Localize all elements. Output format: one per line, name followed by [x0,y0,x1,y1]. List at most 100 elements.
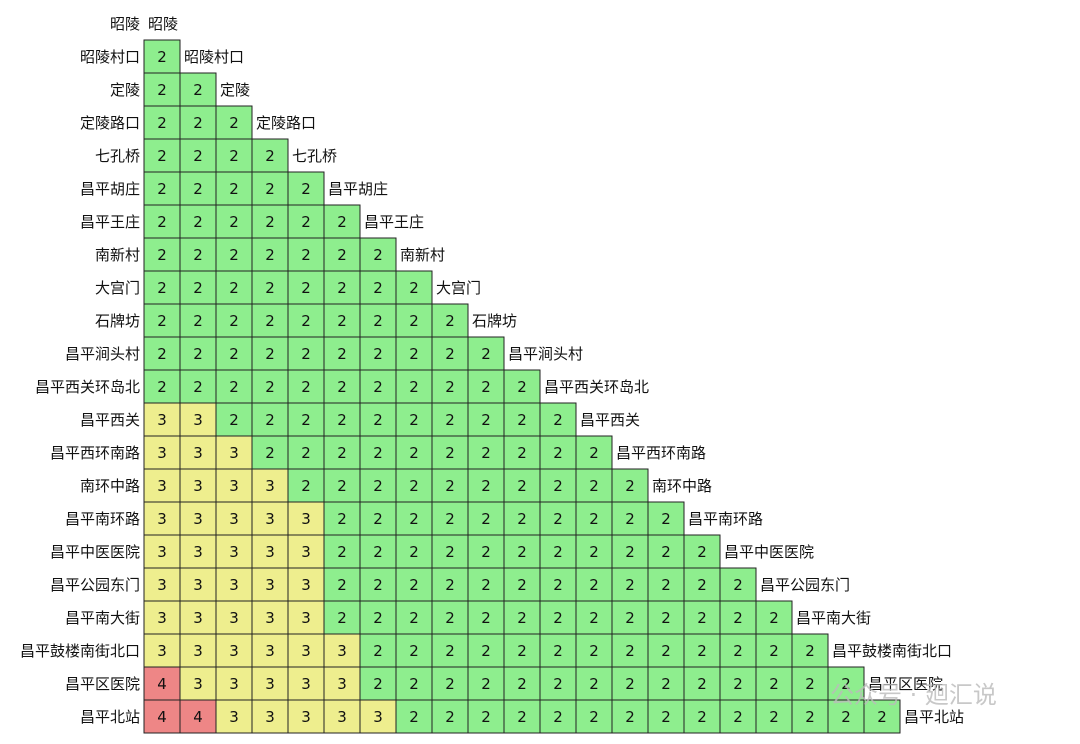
fare-cell [179,72,217,107]
fare-value: 2 [157,378,167,396]
fare-cell [359,237,397,272]
fare-value: 2 [193,312,203,330]
fare-cell [503,402,541,437]
fare-cell [251,369,289,404]
fare-cell [755,699,793,734]
fare-cell [575,699,613,734]
row-label: 昌平西关 [80,411,140,429]
fare-value: 2 [373,345,383,363]
fare-cell [251,567,289,602]
fare-value: 2 [337,444,347,462]
fare-value: 2 [373,378,383,396]
fare-value: 2 [517,576,527,594]
fare-value: 2 [625,609,635,627]
fare-value: 2 [733,576,743,594]
fare-value: 2 [589,708,599,726]
fare-cell [431,369,469,404]
fare-value: 2 [517,411,527,429]
fare-value: 2 [733,609,743,627]
fare-value: 4 [193,708,203,726]
row-label: 石牌坊 [95,312,140,330]
fare-cell [683,567,721,602]
fare-value: 2 [445,510,455,528]
fare-cell [143,171,181,206]
fare-value: 2 [625,675,635,693]
fare-value: 2 [769,609,779,627]
fare-value: 3 [373,708,383,726]
fare-value: 2 [301,213,311,231]
fare-cell [215,666,253,701]
fare-value: 2 [697,708,707,726]
fare-value: 3 [193,543,203,561]
fare-value: 2 [229,312,239,330]
fare-value: 2 [265,444,275,462]
fare-value: 2 [481,345,491,363]
fare-value: 3 [193,444,203,462]
fare-cell [179,435,217,470]
row-label: 南新村 [95,246,140,264]
fare-cell [467,633,505,668]
fare-value: 2 [805,675,815,693]
fare-value: 2 [301,246,311,264]
row-label: 昌平南大街 [65,609,140,627]
fare-value: 2 [481,378,491,396]
fare-cell [575,600,613,635]
fare-value: 2 [553,708,563,726]
row-label: 昌平鼓楼南街北口 [20,642,140,660]
fare-value: 3 [157,609,167,627]
fare-value: 2 [805,642,815,660]
fare-value: 3 [229,576,239,594]
fare-value: 2 [301,411,311,429]
fare-cell [179,633,217,668]
fare-value: 2 [373,609,383,627]
fare-cell [287,699,325,734]
fare-cell [467,336,505,371]
fare-cell [431,468,469,503]
fare-value: 2 [373,675,383,693]
fare-cell [719,567,757,602]
fare-value: 2 [337,543,347,561]
fare-value: 2 [301,444,311,462]
fare-value: 2 [517,708,527,726]
fare-value: 3 [265,543,275,561]
fare-cell [359,303,397,338]
fare-value: 2 [697,609,707,627]
fare-value: 2 [517,609,527,627]
fare-value: 2 [193,378,203,396]
diagonal-label: 南环中路 [652,477,712,495]
fare-value: 2 [445,312,455,330]
fare-cell [467,534,505,569]
fare-value: 2 [733,642,743,660]
fare-value: 3 [157,543,167,561]
fare-cell [611,600,649,635]
fare-cell [179,567,217,602]
fare-cell [359,402,397,437]
fare-value: 3 [301,642,311,660]
row-label: 昌平公园东门 [50,576,140,594]
fare-cell [287,633,325,668]
fare-cell [323,270,361,305]
fare-cell [647,633,685,668]
diagonal-label: 昌平西关 [580,411,640,429]
fare-value: 2 [409,576,419,594]
fare-cell [359,369,397,404]
fare-value: 2 [517,642,527,660]
fare-cell [179,303,217,338]
fare-cell [251,204,289,239]
fare-value: 3 [265,609,275,627]
fare-cell [143,303,181,338]
row-label: 昭陵 [110,15,140,33]
fare-value: 3 [229,708,239,726]
fare-value: 2 [625,543,635,561]
diagonal-label: 昌平胡庄 [328,180,388,198]
fare-cell [395,336,433,371]
row-label: 昌平涧头村 [65,345,140,363]
fare-value: 2 [229,378,239,396]
fare-cell [719,600,757,635]
fare-value: 2 [301,345,311,363]
fare-value: 2 [661,576,671,594]
fare-value: 3 [229,543,239,561]
fare-value: 4 [157,675,167,693]
fare-cell [215,633,253,668]
diagonal-label: 昌平西关环岛北 [544,378,649,396]
